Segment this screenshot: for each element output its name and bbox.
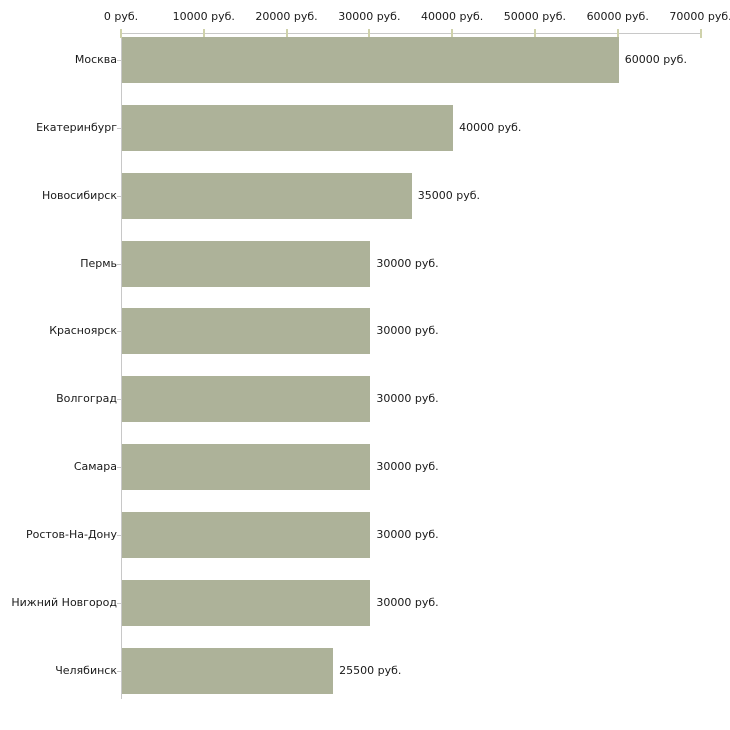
bar — [122, 37, 619, 83]
bar — [122, 647, 334, 694]
x-axis-tick-label: 0 руб. — [103, 10, 139, 23]
category-label: Москва — [74, 53, 117, 66]
y-axis-line — [121, 33, 122, 699]
category-label: Челябинск — [55, 663, 117, 677]
value-label: 25500 руб. — [339, 663, 402, 677]
value-label: 30000 руб. — [376, 595, 439, 609]
category-label: Самара — [73, 460, 117, 474]
category-tick — [117, 535, 121, 536]
value-label: 60000 руб. — [624, 53, 687, 66]
category-tick — [117, 467, 121, 468]
bar — [122, 444, 371, 491]
category-label: Нижний Новгород — [11, 595, 117, 609]
category-label: Екатеринбург — [36, 120, 117, 134]
x-axis-tick-label: 10000 руб. — [172, 10, 235, 23]
category-label: Красноярск — [49, 324, 117, 338]
category-tick — [117, 264, 121, 265]
x-axis-tick — [285, 29, 288, 38]
x-axis-tick-label: 70000 руб. — [669, 10, 730, 23]
value-label: 30000 руб. — [376, 324, 439, 338]
category-tick — [117, 603, 121, 604]
category-tick — [117, 196, 121, 197]
category-label: Ростов-На-Дону — [25, 528, 117, 542]
x-axis-tick — [120, 29, 122, 38]
value-label: 35000 руб. — [417, 188, 481, 202]
bar — [122, 512, 371, 559]
x-axis-tick-label: 20000 руб. — [255, 10, 318, 23]
x-axis-tick — [616, 29, 619, 38]
x-axis-tick — [202, 29, 205, 38]
category-label: Новосибирск — [41, 188, 117, 202]
category-tick — [117, 671, 121, 672]
x-axis-tick-label: 60000 руб. — [586, 10, 649, 23]
x-axis-tick-label: 50000 руб. — [503, 10, 567, 23]
bar — [122, 104, 454, 151]
category-tick — [117, 399, 121, 400]
category-tick — [117, 60, 121, 61]
x-axis-tick — [451, 29, 454, 38]
value-label: 30000 руб. — [376, 256, 439, 270]
category-tick — [117, 331, 121, 332]
category-label: Волгоград — [56, 392, 117, 406]
value-label: 30000 руб. — [376, 460, 439, 474]
category-tick — [117, 128, 121, 129]
x-axis-tick-label: 30000 руб. — [338, 10, 401, 23]
bar — [122, 308, 371, 355]
x-axis-tick — [368, 29, 371, 38]
value-label: 40000 руб. — [459, 120, 522, 134]
category-label: Пермь — [80, 256, 117, 270]
value-label: 30000 руб. — [376, 528, 439, 542]
bar — [122, 579, 371, 626]
x-axis-tick — [699, 29, 702, 38]
x-axis-tick-label: 40000 руб. — [421, 10, 484, 23]
bar — [122, 172, 412, 219]
x-axis-line — [121, 33, 702, 34]
x-axis-tick — [533, 29, 536, 38]
bar — [122, 240, 371, 287]
value-label: 30000 руб. — [376, 392, 439, 406]
bar — [122, 376, 371, 423]
